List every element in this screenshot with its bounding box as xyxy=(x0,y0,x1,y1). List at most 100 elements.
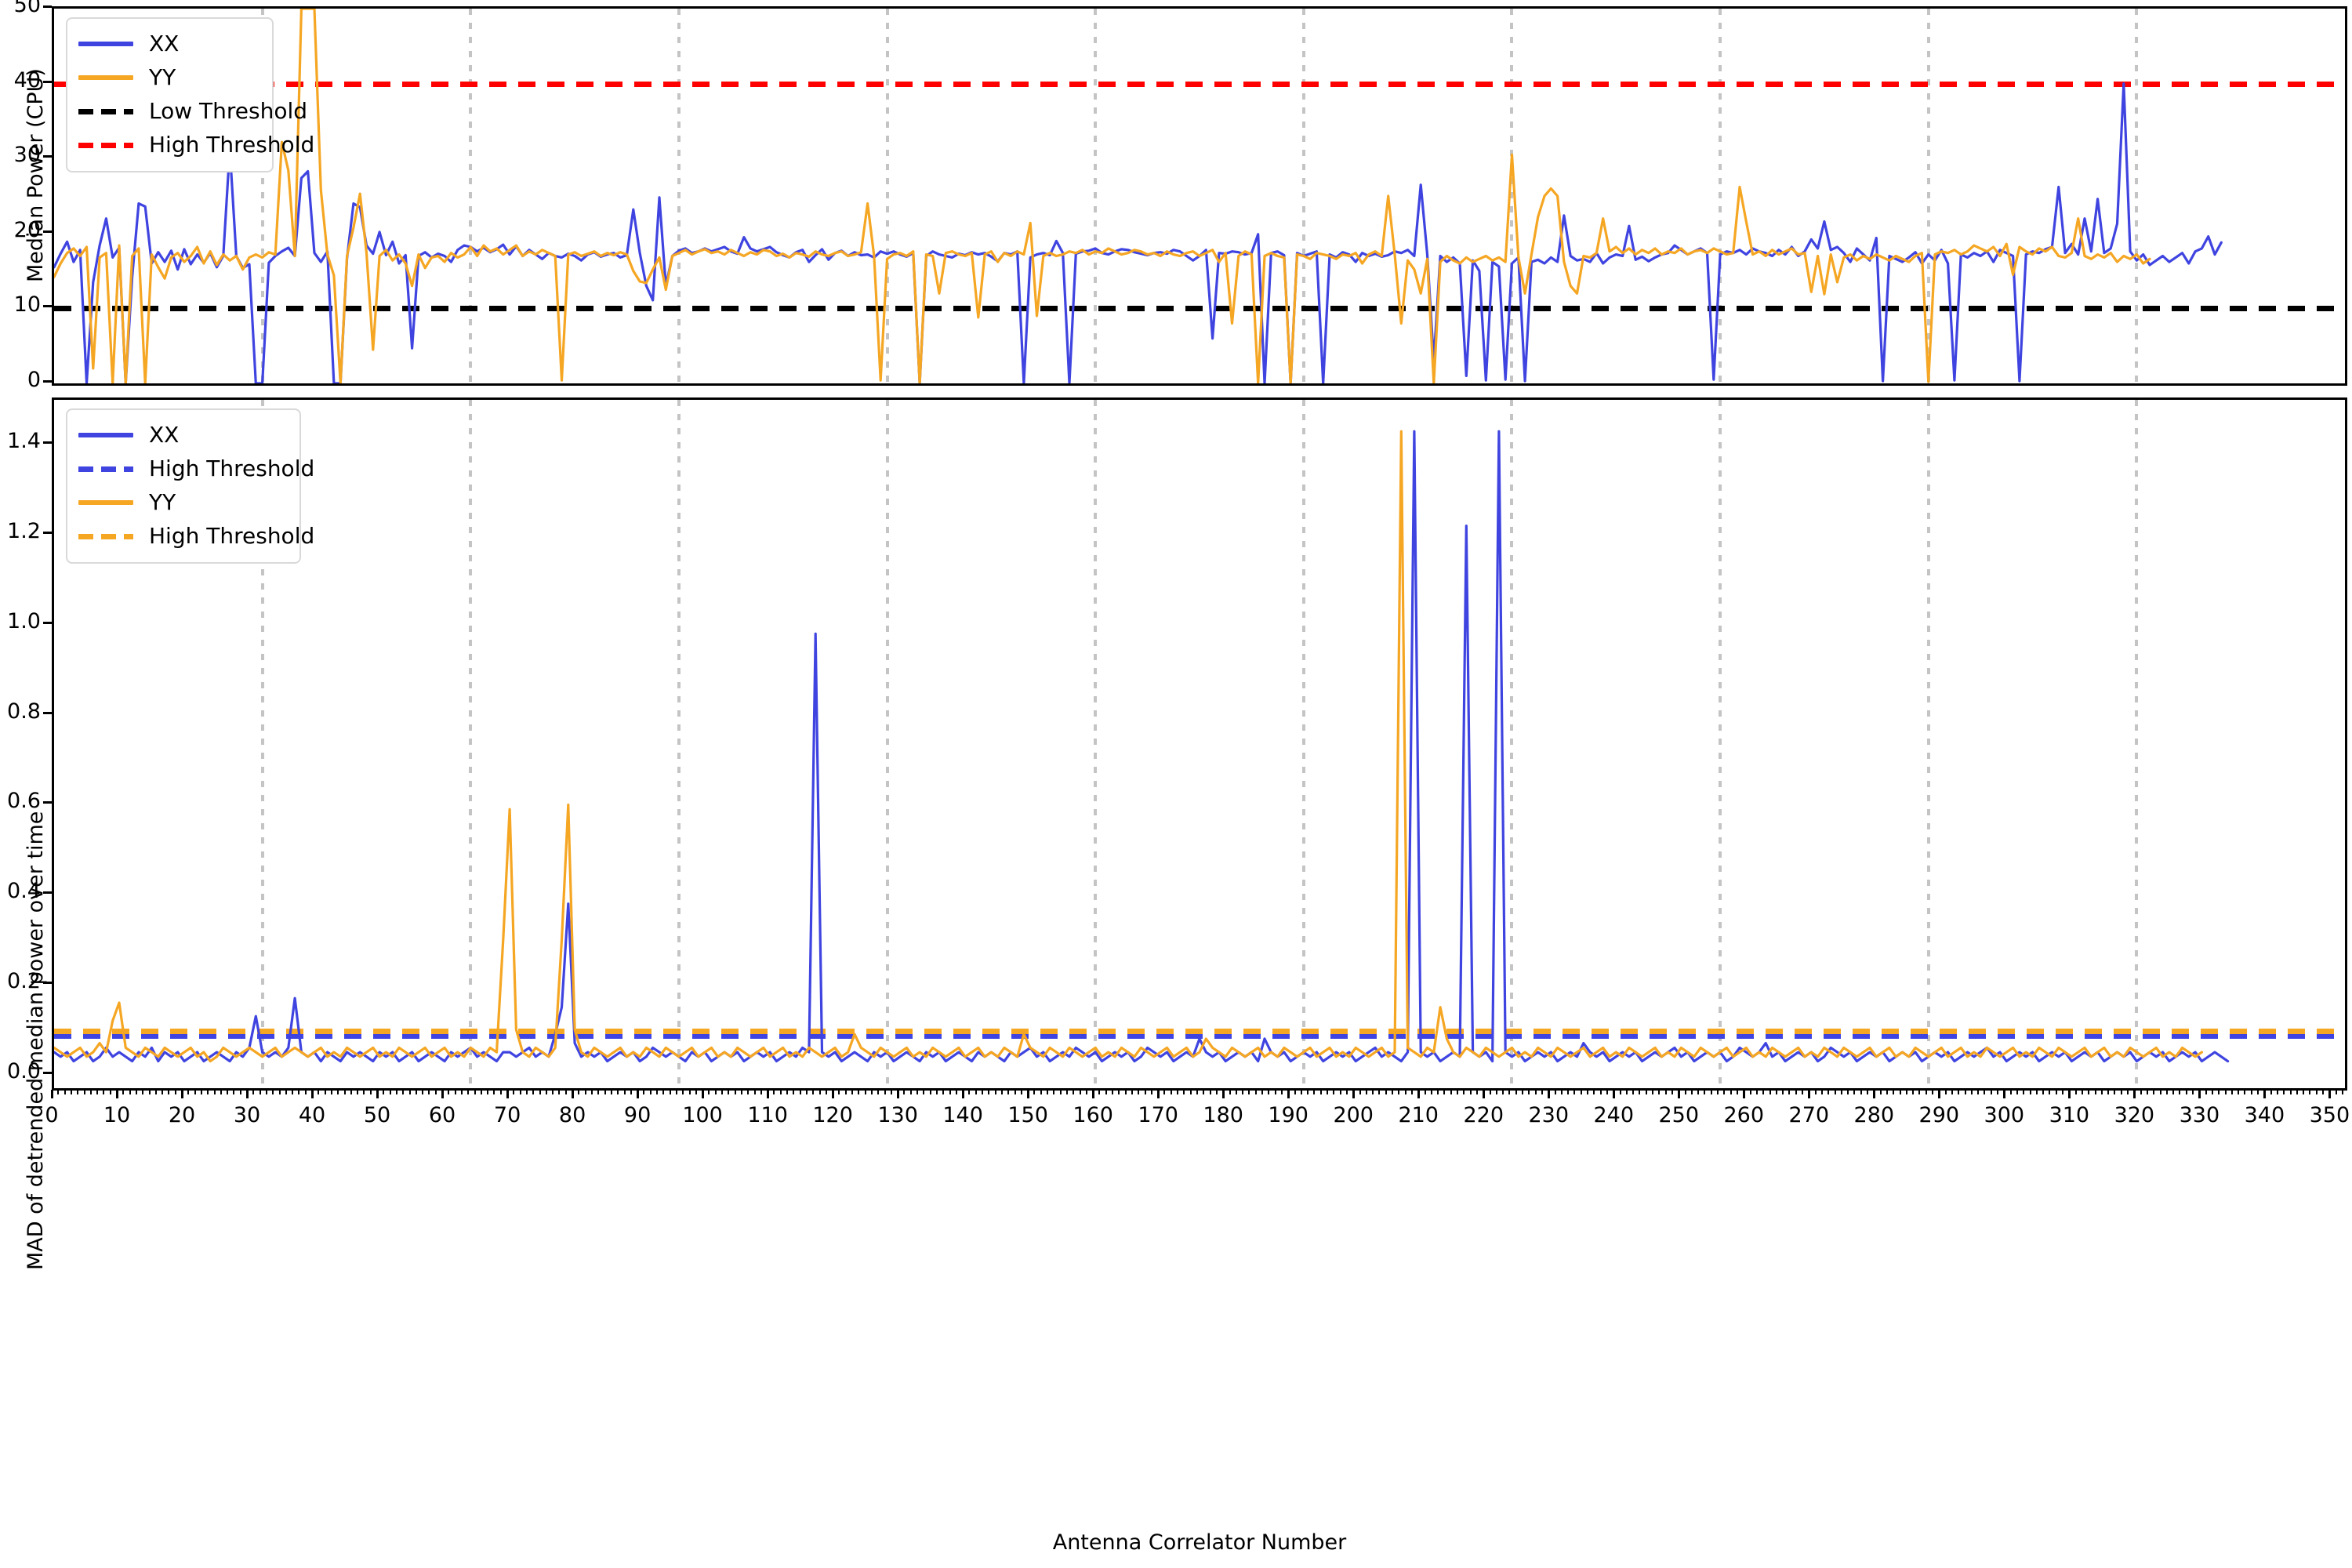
xtick-mark-minor xyxy=(558,1090,561,1094)
bottom-panel-legend-item[interactable]: High Threshold xyxy=(78,519,314,553)
ytick-mark xyxy=(43,1071,52,1074)
legend-swatch-dashed-icon xyxy=(78,459,133,478)
xtick-mark-minor xyxy=(148,1090,151,1094)
xtick-mark-minor xyxy=(825,1090,827,1094)
xtick-mark-minor xyxy=(2074,1090,2077,1094)
xtick-mark xyxy=(962,1090,965,1098)
legend-line-sample xyxy=(78,142,133,148)
xtick-mark-minor xyxy=(1268,1090,1270,1094)
gridline-vertical xyxy=(1510,9,1514,383)
series-line-yy xyxy=(54,9,2151,383)
gridline-vertical xyxy=(1719,400,1722,1088)
xtick-label: 280 xyxy=(1853,1103,1895,1127)
xtick-mark-minor xyxy=(604,1090,606,1094)
xtick-mark-minor xyxy=(1131,1090,1133,1094)
top-panel-legend-item[interactable]: Low Threshold xyxy=(78,94,307,128)
xtick-mark-minor xyxy=(818,1090,821,1094)
xtick-mark-minor xyxy=(1625,1090,1628,1094)
xtick-mark-minor xyxy=(968,1090,971,1094)
xtick-mark-minor xyxy=(1652,1090,1654,1094)
legend-item-label: Low Threshold xyxy=(149,97,308,124)
xtick-mark-minor xyxy=(630,1090,632,1094)
xtick-mark-minor xyxy=(2009,1090,2012,1094)
xtick-label: 30 xyxy=(233,1103,261,1127)
ytick-label: 10 xyxy=(13,292,41,318)
xtick-mark-minor xyxy=(1580,1090,1582,1094)
xtick-mark xyxy=(506,1090,510,1098)
ytick-label: 1.2 xyxy=(7,519,41,544)
top-panel-axes xyxy=(52,6,2347,386)
xtick-label: 340 xyxy=(2244,1103,2285,1127)
xtick-mark-minor xyxy=(2016,1090,2018,1094)
xtick-mark-minor xyxy=(1886,1090,1888,1094)
xtick-mark-minor xyxy=(1639,1090,1641,1094)
xtick-mark-minor xyxy=(1274,1090,1276,1094)
xtick-mark-minor xyxy=(564,1090,567,1094)
xtick-mark-minor xyxy=(1118,1090,1120,1094)
top-panel-legend-item[interactable]: YY xyxy=(78,60,260,94)
xtick-mark-minor xyxy=(1203,1090,1205,1094)
bottom-panel: MAD of detrended median power over time … xyxy=(0,396,2352,1568)
xtick-mark xyxy=(441,1090,445,1098)
ytick-mark xyxy=(43,305,52,308)
bottom-panel-legend-item[interactable]: YY xyxy=(78,485,287,519)
high-threshold-line-yy xyxy=(54,1028,2345,1034)
legend-line-sample xyxy=(78,108,133,114)
xtick-mark xyxy=(1808,1090,1811,1098)
xtick-mark-minor xyxy=(649,1090,652,1094)
xtick-mark-minor xyxy=(292,1090,294,1094)
xtick-mark-minor xyxy=(1853,1090,1856,1094)
ytick-label: 50 xyxy=(13,0,41,17)
xtick-mark-minor xyxy=(383,1090,385,1094)
xtick-mark-minor xyxy=(1177,1090,1179,1094)
high-threshold-line-xx xyxy=(54,1033,2345,1039)
xtick-mark xyxy=(1613,1090,1616,1098)
xtick-mark-minor xyxy=(1820,1090,1823,1094)
legend-swatch-solid-icon xyxy=(78,493,133,512)
xtick-mark-minor xyxy=(955,1090,957,1094)
xtick-mark-minor xyxy=(2224,1090,2227,1094)
xtick-mark-minor xyxy=(1997,1090,1999,1094)
xtick-label: 320 xyxy=(2114,1103,2155,1127)
xtick-mark-minor xyxy=(1430,1090,1432,1094)
top-panel-legend-item[interactable]: XX xyxy=(78,27,260,60)
xtick-mark-minor xyxy=(519,1090,521,1094)
xtick-mark-minor xyxy=(1229,1090,1231,1094)
xtick-mark-minor xyxy=(2230,1090,2233,1094)
xtick-mark-minor xyxy=(1345,1090,1348,1094)
xtick-mark-minor xyxy=(643,1090,645,1094)
xtick-mark-minor xyxy=(1020,1090,1022,1094)
bottom-panel-legend-item[interactable]: High Threshold xyxy=(78,452,314,485)
xtick-mark xyxy=(832,1090,835,1098)
bottom-panel-legend-item[interactable]: XX xyxy=(78,418,287,452)
xtick-label: 300 xyxy=(1984,1103,2025,1127)
xtick-mark-minor xyxy=(584,1090,586,1094)
xtick-mark-minor xyxy=(77,1090,79,1094)
xtick-mark-minor xyxy=(1599,1090,1602,1094)
xtick-mark-minor xyxy=(1469,1090,1472,1094)
legend-swatch-dashed-icon xyxy=(78,102,133,121)
xtick-mark-minor xyxy=(1065,1090,1068,1094)
xtick-label: 120 xyxy=(812,1103,853,1127)
top-panel-legend-item[interactable]: High Threshold xyxy=(78,128,314,162)
xtick-mark-minor xyxy=(174,1090,176,1094)
xtick-mark-minor xyxy=(1040,1090,1042,1094)
xtick-mark-minor xyxy=(1138,1090,1140,1094)
xtick-mark-minor xyxy=(369,1090,372,1094)
xtick-mark-minor xyxy=(1392,1090,1394,1094)
xtick-mark-minor xyxy=(1475,1090,1478,1094)
xtick-mark-minor xyxy=(1112,1090,1114,1094)
xtick-mark-minor xyxy=(1990,1090,1992,1094)
xtick-mark-minor xyxy=(1073,1090,1075,1094)
xtick-mark-minor xyxy=(851,1090,854,1094)
xtick-mark-minor xyxy=(428,1090,430,1094)
xtick-mark-minor xyxy=(740,1090,742,1094)
legend-swatch-solid-icon xyxy=(78,34,133,53)
xtick-mark-minor xyxy=(1528,1090,1530,1094)
xtick-mark-minor xyxy=(1014,1090,1016,1094)
gridline-vertical xyxy=(885,9,889,383)
xtick-mark-minor xyxy=(923,1090,925,1094)
xtick-mark-minor xyxy=(1658,1090,1661,1094)
xtick-label: 260 xyxy=(1723,1103,1765,1127)
